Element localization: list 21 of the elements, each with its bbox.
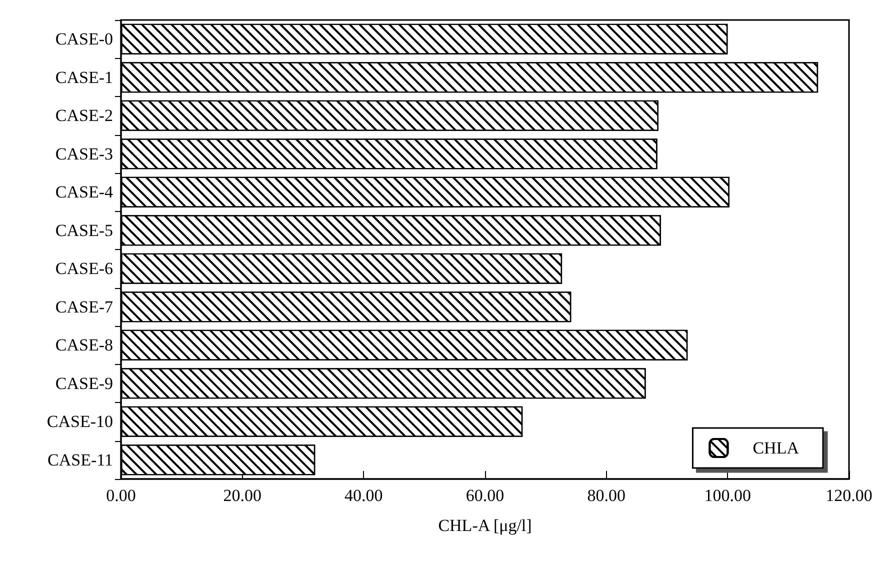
x-axis-title: CHL-A [μg/l] (438, 516, 532, 535)
y-tick-label: CASE-4 (55, 182, 114, 202)
y-tick-label: CASE-7 (55, 297, 114, 316)
y-tick-label: CASE-9 (55, 374, 113, 393)
y-tick-label: CASE-11 (48, 450, 113, 470)
x-tick-label: 100.00 (704, 486, 752, 505)
y-tick-label: CASE-0 (55, 30, 113, 49)
x-tick-label: 40.00 (344, 486, 383, 505)
y-tick-label: CASE-6 (55, 259, 113, 278)
x-tick-label: 80.00 (587, 486, 626, 505)
y-tick-label: CASE-2 (55, 106, 113, 126)
x-tick-label: 120.00 (826, 486, 872, 505)
y-tick-label: CASE-3 (55, 144, 113, 164)
x-tick-label: 60.00 (466, 486, 504, 505)
y-tick-label: CASE-1 (55, 68, 113, 87)
x-tick-label: 0.00 (106, 486, 136, 505)
legend-label: CHLA (752, 438, 800, 458)
y-tick-label: CASE-8 (55, 336, 113, 355)
y-tick-label: CASE-5 (55, 220, 113, 240)
y-tick-label: CASE-10 (46, 412, 113, 432)
x-tick-label: 20.00 (223, 486, 262, 505)
